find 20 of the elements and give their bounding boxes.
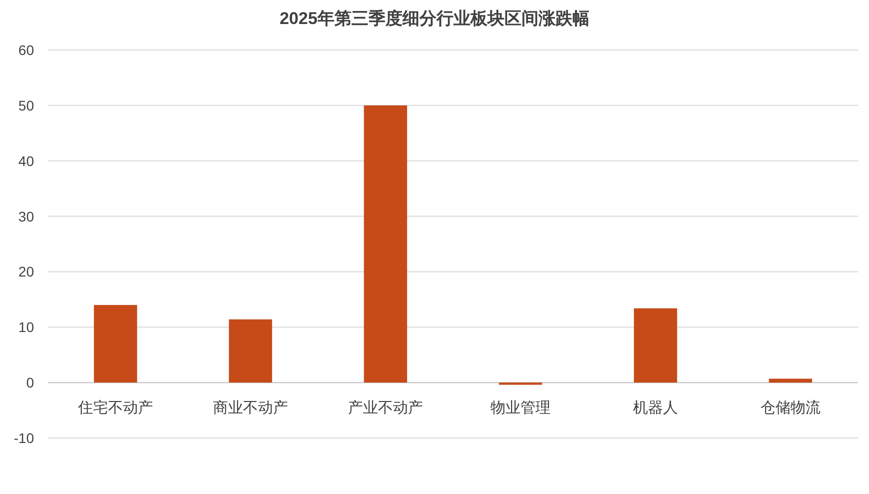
bar [228, 319, 272, 383]
x-tick-label: 产业不动产 [348, 400, 423, 417]
y-tick-label: 30 [18, 208, 34, 224]
chart-title: 2025年第三季度细分行业板块区间涨跌幅 [280, 9, 590, 28]
x-tick-label: 仓储物流 [760, 400, 820, 417]
y-tick-label: 60 [18, 42, 34, 58]
y-tick-label: 10 [18, 319, 34, 336]
x-tick-label: 物业管理 [490, 400, 550, 417]
x-tick-label: 住宅不动产 [77, 400, 153, 417]
bar [364, 105, 408, 383]
bar [768, 378, 812, 383]
x-tick-label: 商业不动产 [213, 400, 288, 417]
y-tick-label: 40 [18, 152, 34, 169]
y-tick-label: 50 [18, 97, 34, 114]
y-tick-label: -10 [14, 430, 34, 446]
y-tick-label: 0 [26, 374, 34, 391]
y-tick-label: 20 [18, 264, 34, 280]
bar [634, 308, 678, 383]
bar [94, 304, 138, 383]
x-tick-label: 机器人 [633, 400, 678, 417]
